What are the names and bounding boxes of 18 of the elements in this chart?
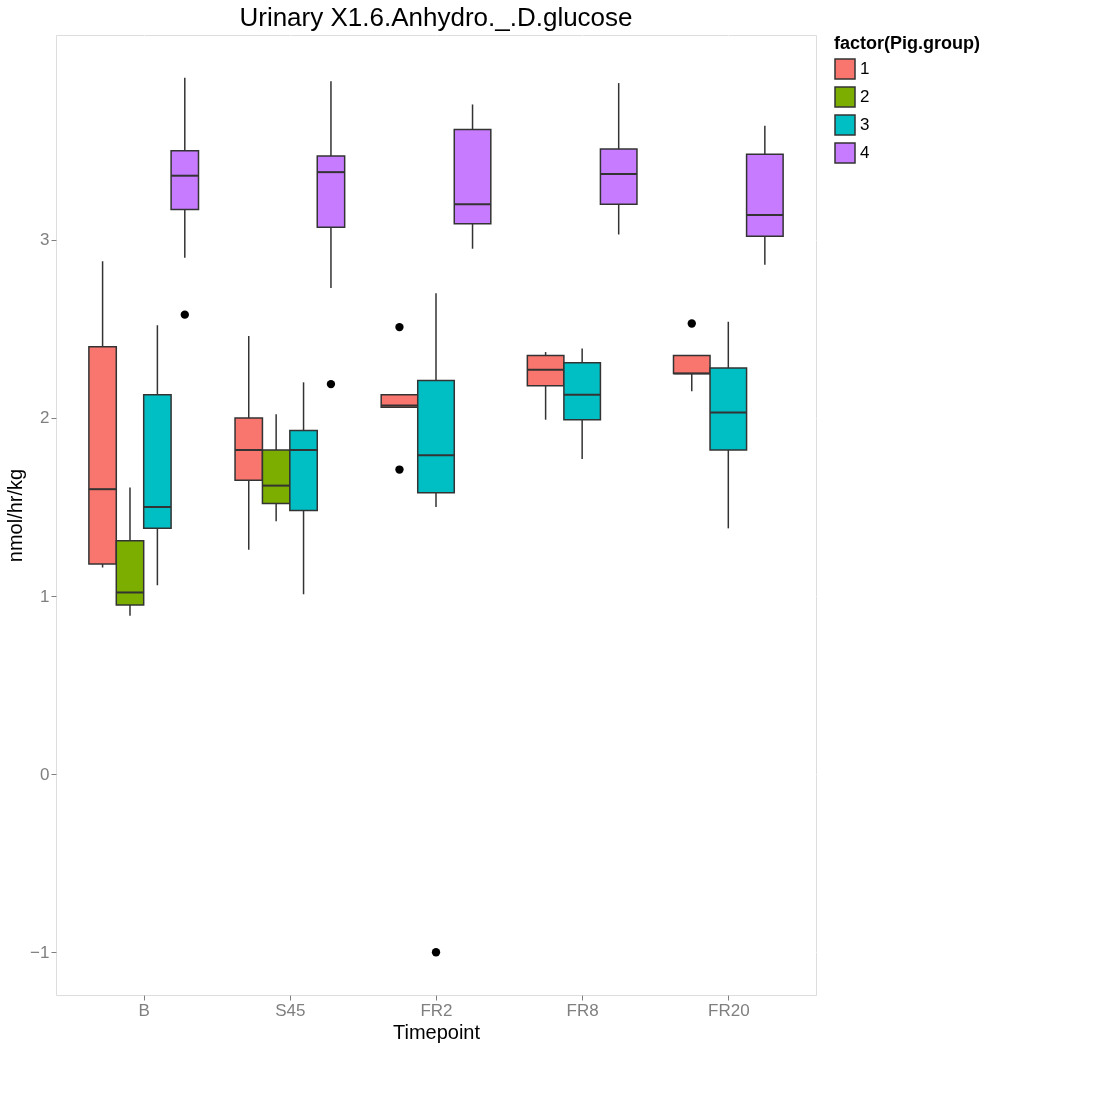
y-axis-title: nmol/hr/kg bbox=[4, 468, 27, 563]
legend-label: 1 bbox=[860, 59, 870, 78]
y-tick-label: 2 bbox=[40, 408, 50, 428]
y-tick-label: −1 bbox=[30, 942, 50, 962]
x-tick-label: FR8 bbox=[566, 1000, 599, 1020]
y-tick-label: 0 bbox=[40, 764, 50, 784]
y-tick-label: 3 bbox=[40, 230, 50, 250]
x-tick-label: S45 bbox=[275, 1000, 306, 1020]
chart-title: Urinary X1.6.Anhydro._.D.glucose bbox=[239, 2, 633, 32]
x-axis-title: Timepoint bbox=[392, 1020, 481, 1043]
legend-label: 2 bbox=[860, 87, 870, 106]
x-tick-label: B bbox=[138, 1000, 150, 1020]
x-tick-label: FR2 bbox=[420, 1000, 453, 1020]
legend-label: 4 bbox=[860, 143, 870, 162]
legend-label: 3 bbox=[860, 115, 870, 134]
x-tick-label: FR20 bbox=[708, 1000, 750, 1020]
y-tick-label: 1 bbox=[40, 586, 50, 606]
legend-title: factor(Pig.group) bbox=[834, 33, 980, 53]
